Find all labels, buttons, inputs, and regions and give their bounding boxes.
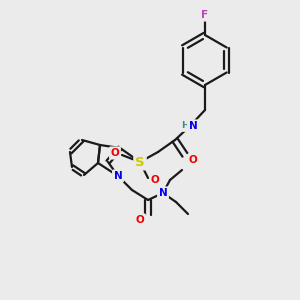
Text: H: H	[181, 122, 189, 130]
Text: N: N	[159, 188, 167, 198]
Text: O: O	[189, 155, 197, 165]
Text: N: N	[189, 121, 197, 131]
Text: O: O	[151, 175, 159, 185]
Text: S: S	[135, 155, 145, 169]
Text: N: N	[114, 171, 122, 181]
Text: F: F	[201, 10, 208, 20]
Text: O: O	[136, 215, 144, 225]
Text: O: O	[111, 148, 119, 158]
